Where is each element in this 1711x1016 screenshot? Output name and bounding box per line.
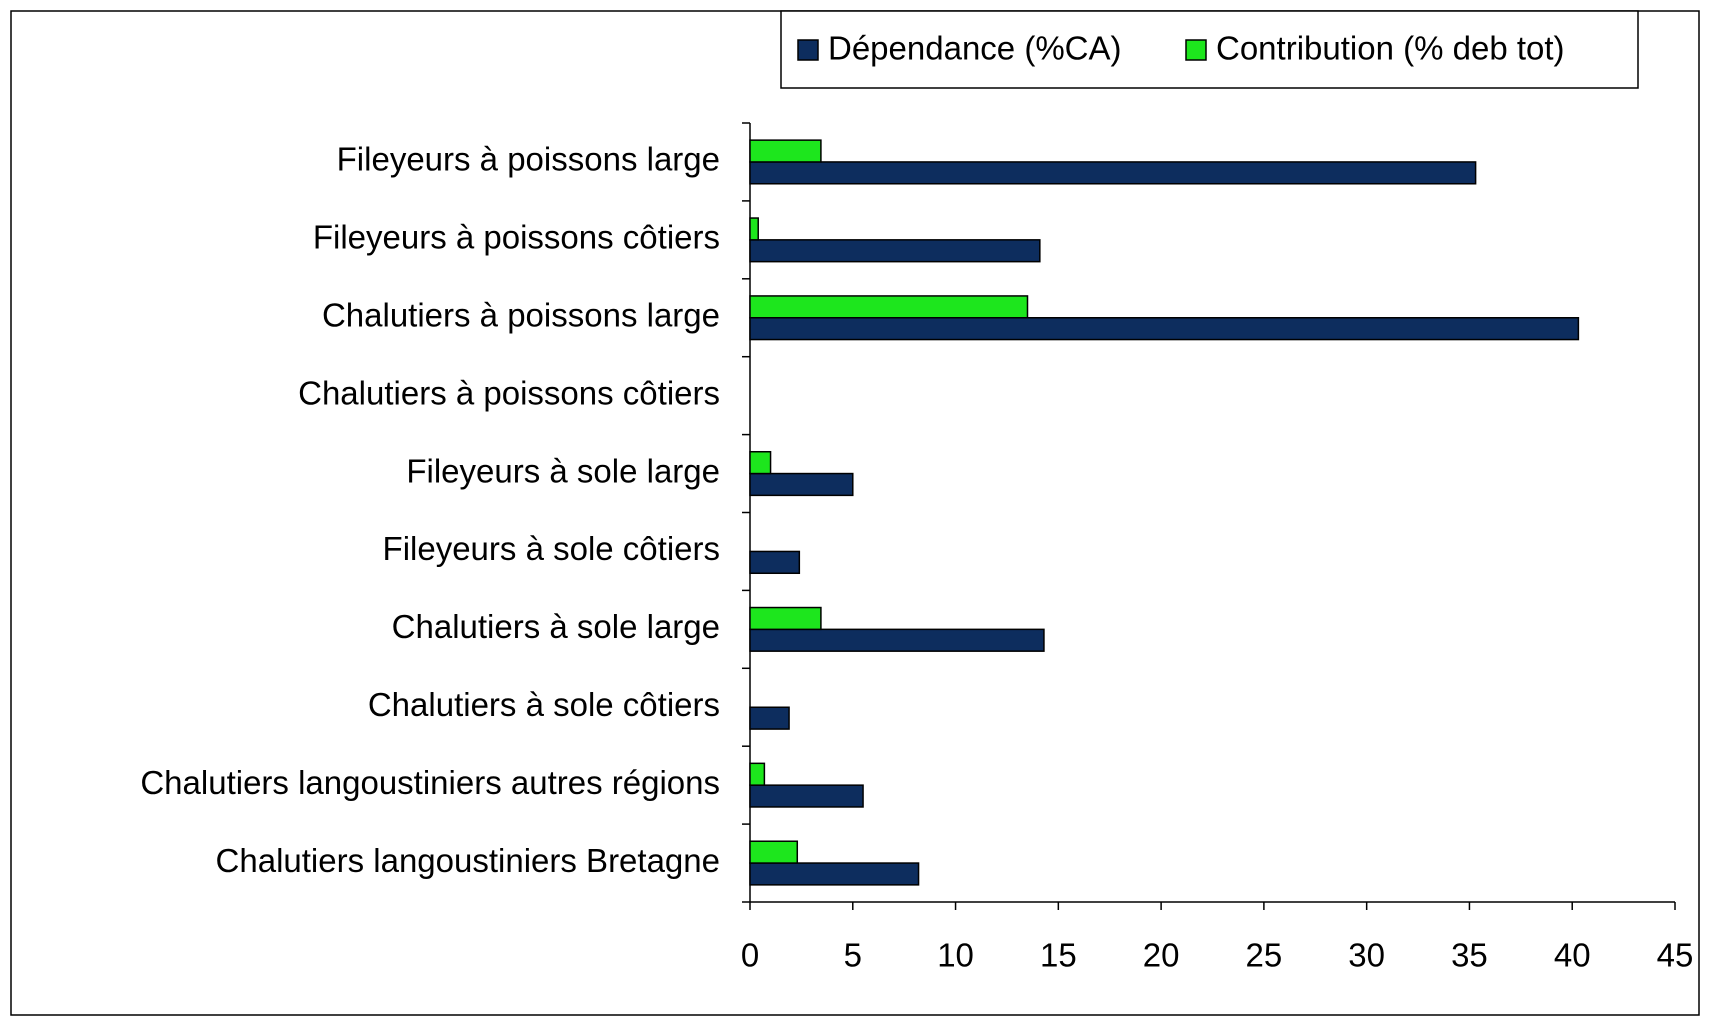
bar [749,217,759,241]
x-tick-label: 25 [1246,937,1283,974]
y-tick-label: Chalutiers à poissons côtiers [298,374,720,411]
bar [749,239,1041,263]
bar [749,862,920,886]
y-tick-label: Fileyeurs à sole large [406,452,720,489]
bar [749,762,766,786]
bar [749,139,822,163]
x-tick-label: 40 [1554,937,1591,974]
y-tick-label: Chalutiers langoustiniers Bretagne [216,842,720,879]
bar [749,317,1580,341]
legend-swatch [797,39,819,61]
bar [749,550,801,575]
y-tick-label: Fileyeurs à poissons large [337,141,720,178]
legend-label: Dépendance (%CA) [828,30,1122,67]
bar [749,784,864,808]
legend-box [780,10,1639,89]
y-tick-label: Chalutiers à poissons large [322,296,720,333]
x-tick-label: 30 [1348,937,1385,974]
bar [749,628,1045,652]
bar [749,295,1029,319]
y-tick-label: Fileyeurs à sole côtiers [383,530,720,567]
bar [749,840,799,864]
y-tick-label: Fileyeurs à poissons côtiers [313,219,720,256]
x-tick-label: 35 [1451,937,1488,974]
x-tick-label: 0 [741,937,759,974]
bar [749,450,772,475]
y-tick-label: Chalutiers à sole large [392,608,720,645]
y-tick-label: Chalutiers langoustiniers autres régions [140,764,720,801]
legend-label: Contribution (% deb tot) [1216,30,1565,67]
bar [749,472,854,497]
legend-swatch [1185,39,1207,61]
x-tick-label: 10 [937,937,974,974]
bar [749,161,1477,185]
y-tick-label: Chalutiers à sole côtiers [368,686,720,723]
bar [749,706,790,730]
x-tick-label: 45 [1657,937,1694,974]
x-tick-label: 15 [1040,937,1077,974]
bar [749,606,822,631]
x-tick-label: 20 [1143,937,1180,974]
x-tick-label: 5 [844,937,862,974]
